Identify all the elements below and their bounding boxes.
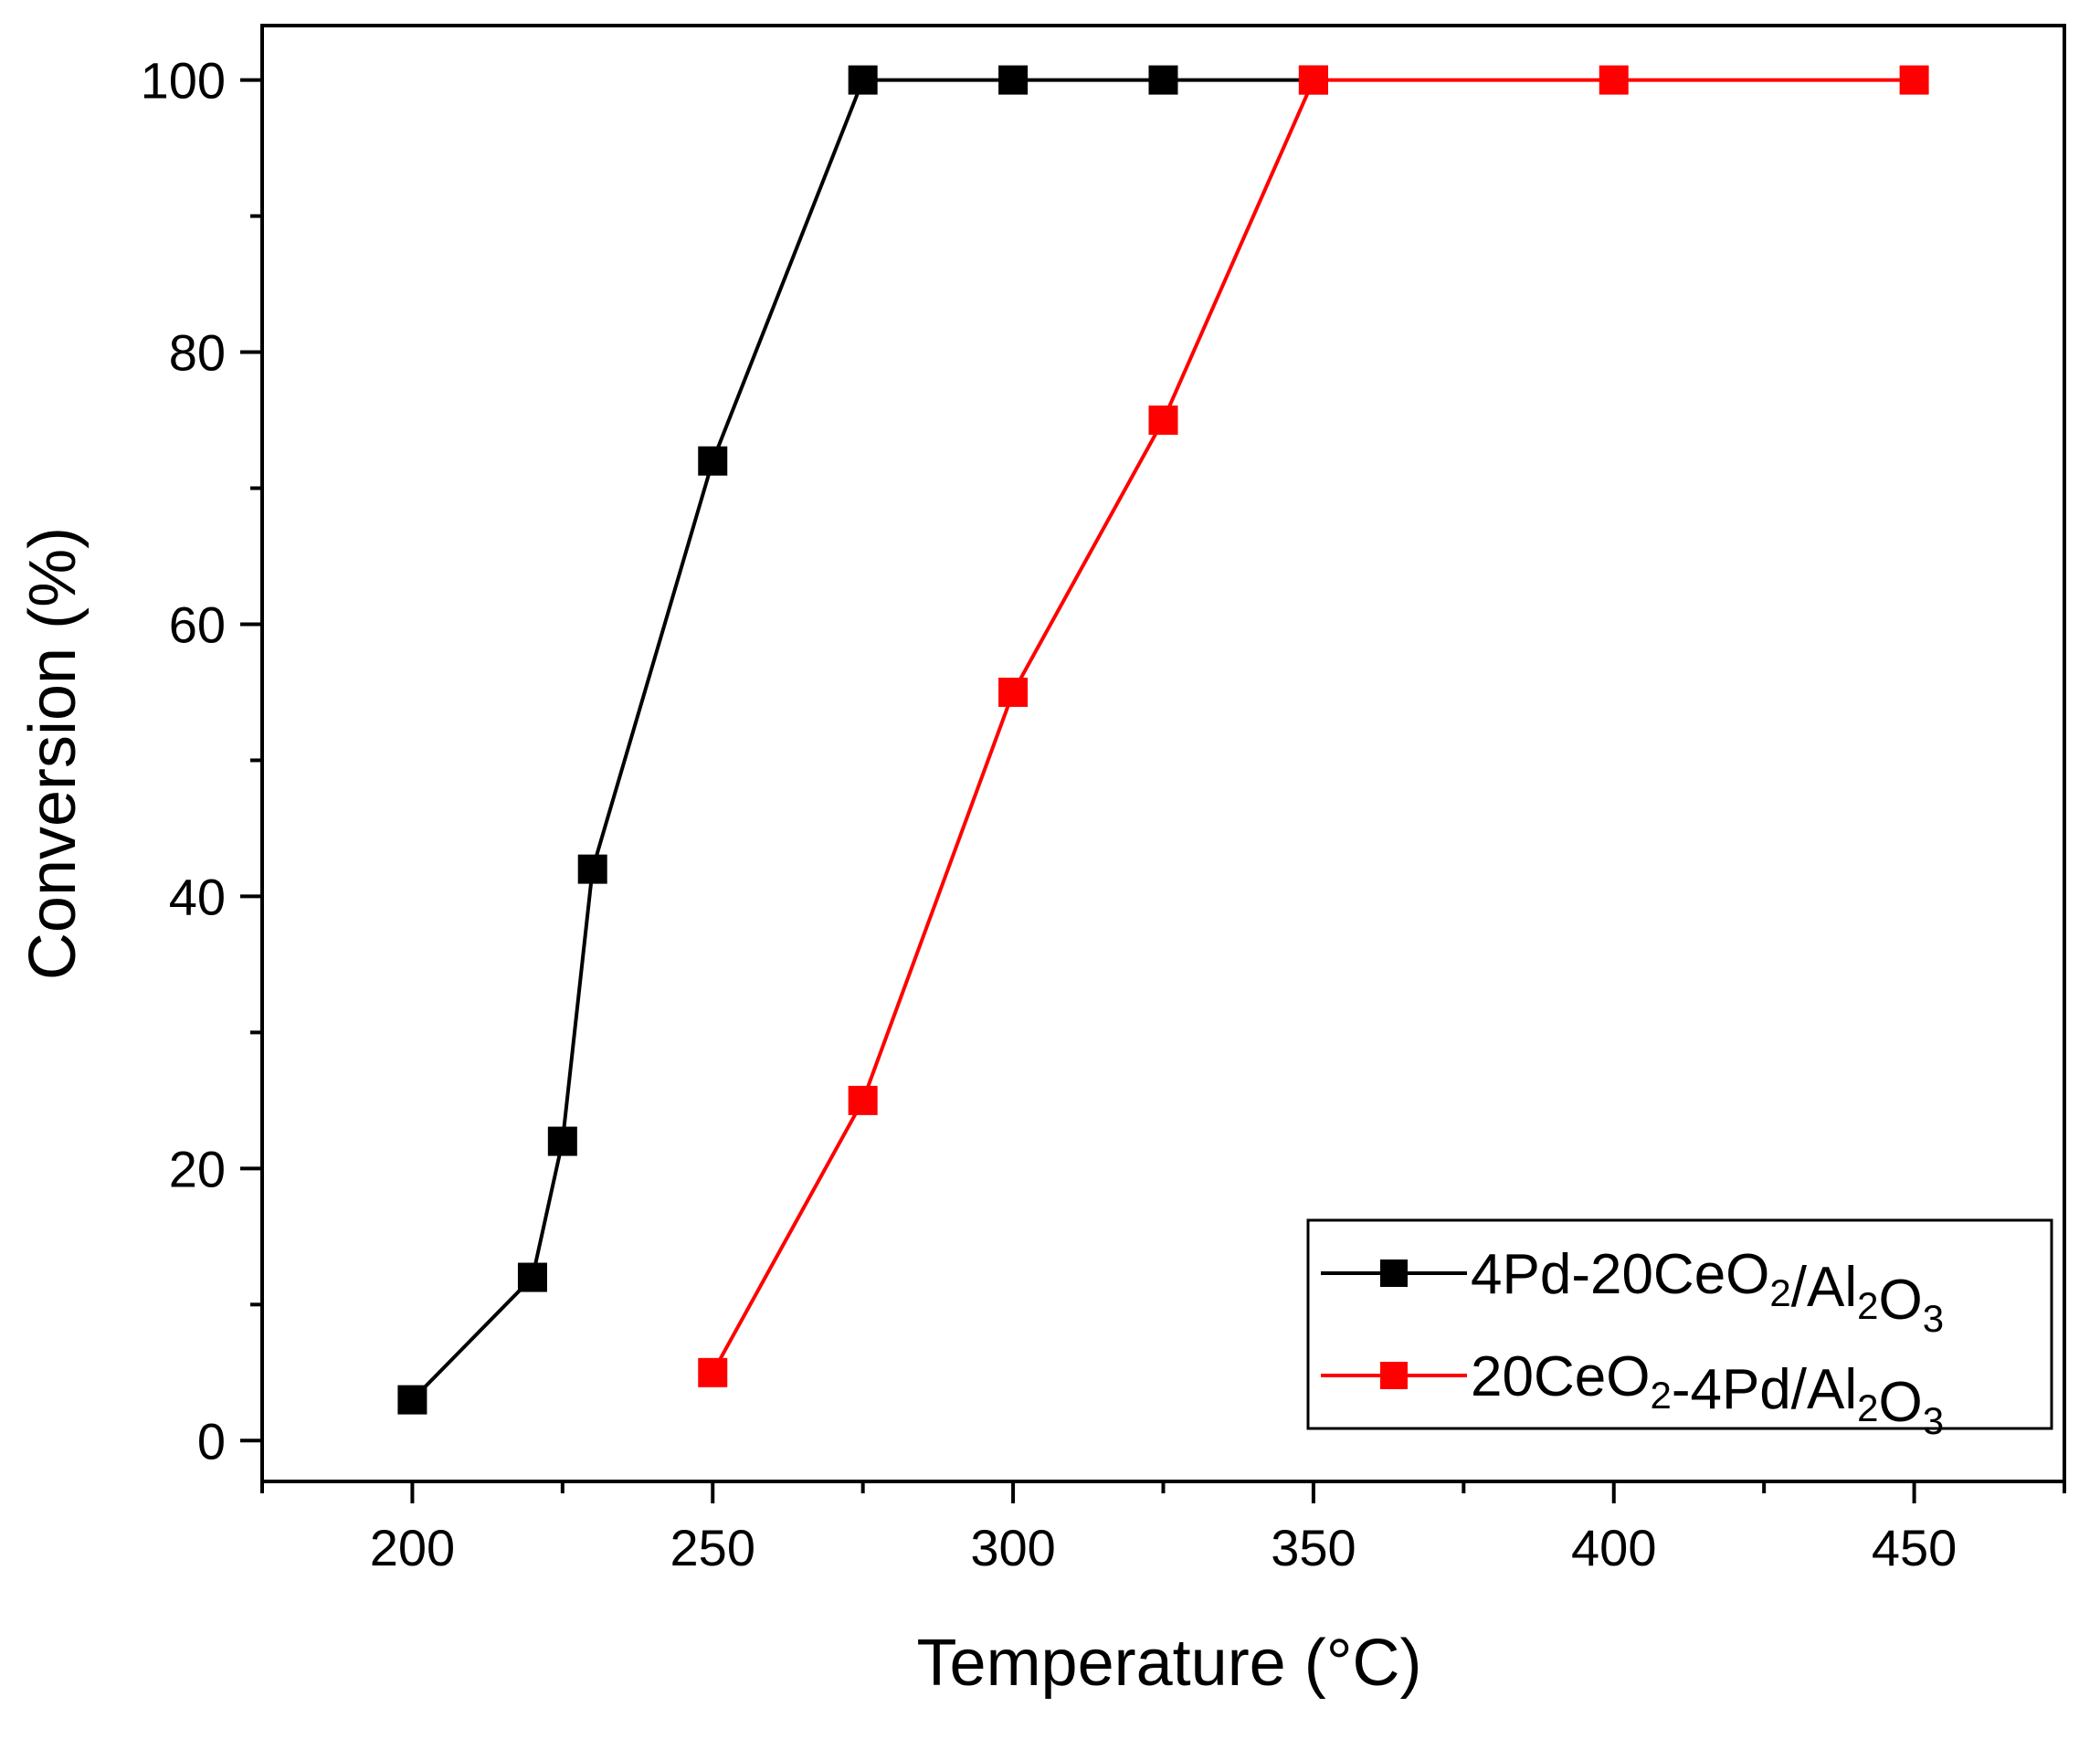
data-point-marker [577, 854, 607, 884]
data-point-marker [848, 65, 878, 95]
series-line [711, 78, 1915, 1374]
series-layer [397, 65, 1929, 1415]
data-point-marker [397, 1385, 427, 1415]
data-point-marker [698, 446, 728, 476]
data-point-marker [998, 65, 1029, 95]
data-point-marker [698, 1357, 728, 1387]
x-tick-label: 300 [970, 1519, 1055, 1576]
y-tick-label: 20 [169, 1140, 226, 1197]
data-point-marker [517, 1262, 547, 1292]
y-axis-title: Conversion (%) [16, 527, 90, 980]
axes: 200 250 300 350 400 450 0 20 40 60 80 100 [141, 24, 2066, 1576]
y-tick-label: 0 [197, 1412, 226, 1470]
data-point-marker [1148, 65, 1178, 95]
x-tick-label: 200 [370, 1519, 455, 1576]
y-tick-label: 80 [169, 324, 226, 382]
series-1 [397, 65, 1328, 1415]
legend-entry-1: 4Pd-20CeO2/Al2O3 [1321, 1243, 1944, 1340]
x-tick-label: 400 [1571, 1519, 1656, 1576]
y-tick-label: 60 [169, 595, 226, 653]
legend-entry-2: 20CeO2-4Pd/Al2O3 [1321, 1345, 1944, 1442]
x-axis-title: Temperature (°C) [917, 1627, 1422, 1700]
data-point-marker [547, 1126, 577, 1156]
series-line [410, 78, 1314, 1402]
legend-label: 4Pd-20CeO2/Al2O3 [1471, 1243, 1944, 1340]
legend-marker [1380, 1362, 1408, 1389]
legend-label: 20CeO2-4Pd/Al2O3 [1471, 1345, 1944, 1442]
y-tick-label: 100 [141, 52, 226, 110]
data-point-marker [1899, 65, 1929, 95]
data-point-marker [1599, 65, 1629, 95]
legend-box [1306, 1218, 2053, 1430]
data-point-marker [998, 677, 1029, 707]
data-point-marker [1148, 406, 1178, 436]
series-2 [698, 65, 1929, 1387]
y-tick-label: 40 [169, 868, 226, 925]
data-point-marker [1298, 65, 1328, 95]
x-tick-label: 350 [1271, 1519, 1356, 1576]
x-tick-label: 250 [670, 1519, 755, 1576]
legend-marker [1380, 1259, 1408, 1287]
data-point-marker [848, 1085, 878, 1115]
x-tick-label: 450 [1872, 1519, 1957, 1576]
